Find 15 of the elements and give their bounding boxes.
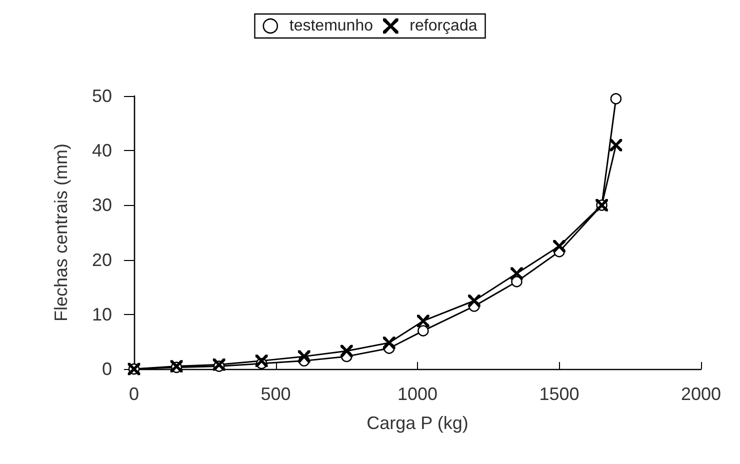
- x-tick-label: 1500: [539, 384, 580, 404]
- y-tick-label: 30: [92, 195, 112, 216]
- y-tick-label: 0: [102, 359, 112, 379]
- x-axis-title: Carga P (kg): [366, 413, 468, 433]
- y-tick-label: 20: [92, 250, 112, 270]
- y-axis-title: Flechas centrais (mm): [51, 143, 71, 322]
- x-tick-label: 1000: [397, 384, 438, 404]
- y-tick-label: 50: [92, 86, 112, 106]
- x-tick-label: 2000: [680, 384, 722, 404]
- y-tick-label: 10: [92, 304, 112, 324]
- y-tick-label: 40: [92, 140, 112, 161]
- x-tick-label: 0: [128, 384, 140, 404]
- legend-label: testemunho: [289, 18, 374, 34]
- legend-label: reforçada: [410, 18, 478, 34]
- x-tick-label: 500: [260, 384, 291, 404]
